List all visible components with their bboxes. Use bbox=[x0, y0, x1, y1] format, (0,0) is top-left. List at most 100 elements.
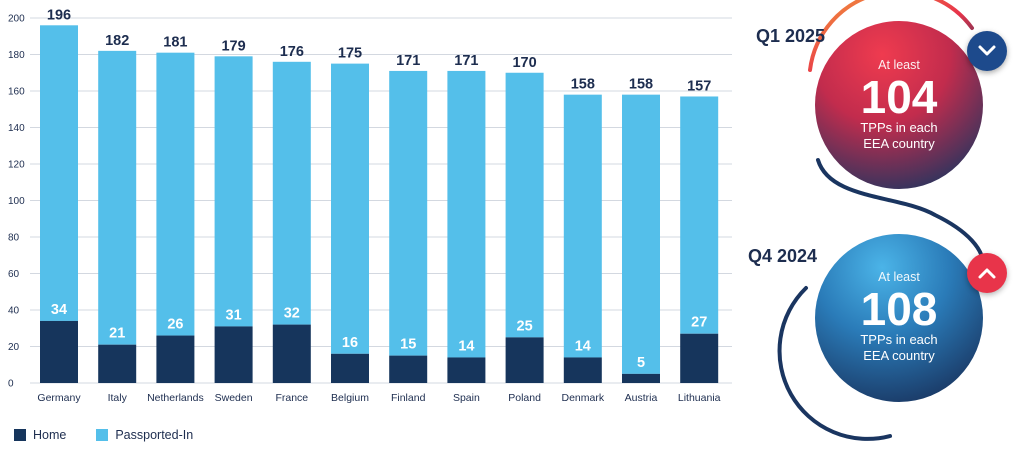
bar-total-label: 196 bbox=[47, 7, 71, 23]
q4-line1: TPPs in each bbox=[860, 332, 938, 347]
y-tick-label: 140 bbox=[8, 123, 25, 134]
x-category-label: Finland bbox=[391, 392, 426, 404]
bar-passported bbox=[447, 70, 486, 358]
bar-home-label: 32 bbox=[284, 306, 300, 322]
legend-label-passported: Passported-In bbox=[115, 428, 194, 442]
chart-grid bbox=[30, 17, 732, 384]
bar-home bbox=[98, 344, 137, 383]
bar-total-label: 158 bbox=[571, 77, 595, 93]
chart-labels: 0 20 40 60 80 100 120 140 160 180 200 196 34 Germany 1… bbox=[8, 7, 721, 404]
y-tick-label: 100 bbox=[8, 196, 25, 207]
y-tick-label: 180 bbox=[8, 50, 25, 61]
q4-value: 108 bbox=[860, 283, 938, 335]
y-tick-label: 0 bbox=[8, 379, 14, 390]
q1-prefix: At least bbox=[878, 58, 920, 72]
bar-home-label: 14 bbox=[458, 338, 474, 354]
bar-home-label: 26 bbox=[167, 317, 183, 333]
bar-home-label: 16 bbox=[342, 335, 358, 351]
bar-home bbox=[622, 373, 660, 383]
bar-home bbox=[156, 335, 195, 383]
q4-circle bbox=[815, 234, 983, 402]
bar-passported bbox=[680, 96, 719, 334]
stacked-bar-chart: 0 20 40 60 80 100 120 140 160 180 200 196 34 Germany 1… bbox=[8, 7, 732, 404]
x-category-label: Germany bbox=[37, 392, 81, 404]
legend-item-home: Home bbox=[14, 428, 66, 442]
bar-passported bbox=[98, 50, 137, 345]
bar-home-label: 31 bbox=[226, 307, 242, 323]
y-tick-label: 60 bbox=[8, 269, 20, 280]
bar-passported bbox=[563, 94, 602, 358]
bar-passported bbox=[389, 70, 428, 356]
q1-circle bbox=[815, 21, 983, 189]
q1-line1: TPPs in each bbox=[860, 120, 938, 135]
bar-total-label: 158 bbox=[629, 77, 653, 93]
bar-passported bbox=[156, 52, 195, 336]
x-category-label: Netherlands bbox=[147, 392, 204, 404]
y-tick-label: 160 bbox=[8, 87, 25, 98]
q4-prefix: At least bbox=[878, 270, 920, 284]
x-category-label: Spain bbox=[453, 392, 480, 404]
x-category-label: Austria bbox=[625, 392, 658, 404]
q1-badge bbox=[967, 31, 1007, 71]
connector-curve bbox=[816, 158, 985, 264]
chart-legend: Home Passported-In bbox=[14, 428, 193, 442]
bar-home bbox=[40, 320, 78, 383]
chart-bars bbox=[40, 25, 719, 383]
bar-total-label: 170 bbox=[512, 55, 536, 71]
bar-home-label: 14 bbox=[575, 338, 591, 354]
y-tick-label: 40 bbox=[8, 306, 20, 317]
bar-total-label: 179 bbox=[221, 38, 245, 54]
bar-home bbox=[214, 326, 253, 383]
q1-label: Q1 2025 bbox=[756, 26, 826, 46]
q4-label: Q4 2024 bbox=[748, 246, 818, 266]
tpp-summary-panel: Q1 2025 Q4 2024 At least 104 TPPs in eac… bbox=[740, 0, 1024, 449]
bar-total-label: 176 bbox=[280, 44, 304, 60]
bar-home bbox=[563, 357, 602, 383]
y-tick-label: 80 bbox=[8, 233, 20, 244]
bar-total-label: 171 bbox=[396, 53, 420, 69]
q1-value: 104 bbox=[860, 71, 938, 123]
legend-swatch-passported bbox=[96, 429, 109, 441]
bar-passported bbox=[505, 72, 544, 338]
bar-passported bbox=[272, 61, 311, 325]
bar-home bbox=[680, 333, 719, 383]
q4-line2: EEA country bbox=[863, 348, 935, 363]
x-category-label: Belgium bbox=[331, 392, 369, 404]
bar-home bbox=[505, 337, 544, 383]
bar-total-label: 157 bbox=[687, 78, 711, 94]
bar-passported bbox=[214, 56, 253, 327]
x-category-label: France bbox=[275, 392, 308, 404]
bar-total-label: 171 bbox=[454, 53, 478, 69]
x-category-label: Italy bbox=[108, 392, 128, 404]
legend-swatch-home bbox=[14, 429, 26, 441]
bar-home bbox=[331, 353, 369, 383]
legend-label-home: Home bbox=[33, 428, 67, 442]
bar-home-label: 21 bbox=[109, 326, 125, 342]
legend-item-passported: Passported-In bbox=[96, 428, 193, 442]
chevron-up-icon bbox=[978, 268, 996, 279]
q1-outer-arc bbox=[808, 0, 974, 72]
q4-outer-arc bbox=[777, 286, 892, 441]
bar-passported bbox=[331, 63, 369, 354]
bar-home bbox=[447, 357, 486, 383]
bar-total-label: 175 bbox=[338, 46, 362, 62]
summary-graphic bbox=[777, 0, 985, 441]
bar-passported bbox=[40, 25, 78, 321]
x-category-label: Poland bbox=[508, 392, 541, 404]
bar-total-label: 181 bbox=[163, 35, 187, 51]
bar-home-label: 27 bbox=[691, 315, 707, 331]
x-category-label: Sweden bbox=[215, 392, 253, 404]
q1-circle-text: At least 104 TPPs in each EEA country bbox=[834, 58, 964, 152]
x-category-label: Lithuania bbox=[678, 392, 721, 404]
bar-home-label: 15 bbox=[400, 337, 416, 353]
q4-circle-text: At least 108 TPPs in each EEA country bbox=[834, 270, 964, 364]
bar-home bbox=[389, 355, 428, 383]
bar-total-label: 182 bbox=[105, 33, 129, 49]
q1-line2: EEA country bbox=[863, 136, 935, 151]
bar-home-label: 34 bbox=[51, 302, 67, 318]
x-category-label: Denmark bbox=[561, 392, 604, 404]
y-tick-label: 200 bbox=[8, 14, 25, 25]
bar-passported bbox=[622, 94, 660, 374]
chevron-down-icon bbox=[978, 45, 996, 56]
q4-badge bbox=[967, 253, 1007, 293]
